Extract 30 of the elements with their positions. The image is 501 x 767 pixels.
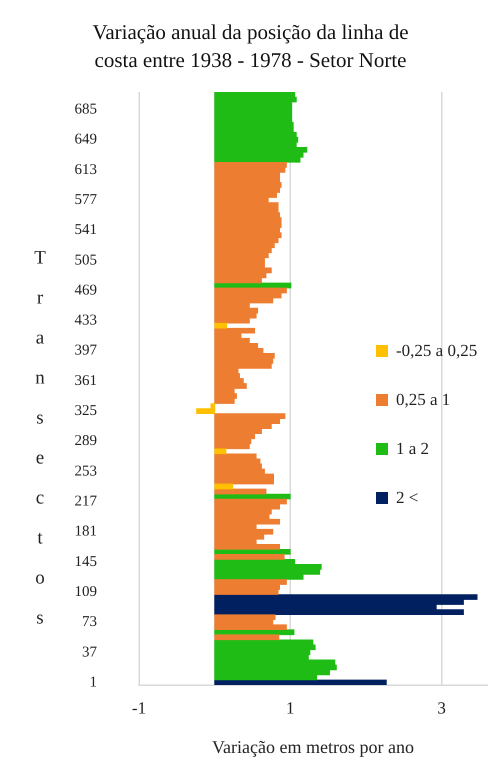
y-tick-label: 433	[74, 312, 97, 329]
y-tick-label: 1	[90, 674, 97, 690]
x-axis-title: Variação em metros por ano	[212, 736, 414, 757]
text: Transectos	[34, 247, 46, 628]
y-tick-label: 397	[74, 342, 98, 359]
y-tick-label: 181	[74, 524, 97, 540]
legend-label: 1 a 2	[396, 438, 430, 459]
y-tick-label: 73	[82, 614, 97, 630]
y-tick-label: 217	[74, 494, 98, 510]
y-tick-label: 145	[74, 554, 97, 570]
y-tick-label: 361	[74, 372, 97, 389]
y-tick-label: 37	[82, 644, 98, 660]
y-tick-label: 613	[74, 162, 97, 178]
chart-title: Variação anual da posição da linha de costa entre 1938 - 1978 - Setor Norte	[91, 19, 410, 74]
x-tick-label: 1	[286, 698, 295, 718]
legend-label: 2 <	[396, 488, 418, 508]
y-tick-label: 109	[74, 584, 97, 600]
x-tick-label: -1	[132, 698, 146, 718]
x-tick-label: 3	[437, 698, 446, 718]
y-tick-label: 541	[74, 222, 97, 238]
y-tick-label: 649	[74, 132, 97, 148]
y-tick-label: 289	[74, 433, 97, 450]
y-tick-label: 253	[74, 463, 97, 480]
y-tick-label: 685	[74, 102, 97, 118]
y-tick-label: 505	[74, 252, 97, 268]
y-tick-label: 469	[74, 282, 97, 298]
legend-label: 0,25 a 1	[396, 390, 450, 410]
legend-label: -0,25 a 0,25	[396, 340, 478, 361]
y-tick-label: 577	[74, 192, 98, 208]
y-tick-label: 325	[74, 403, 97, 420]
